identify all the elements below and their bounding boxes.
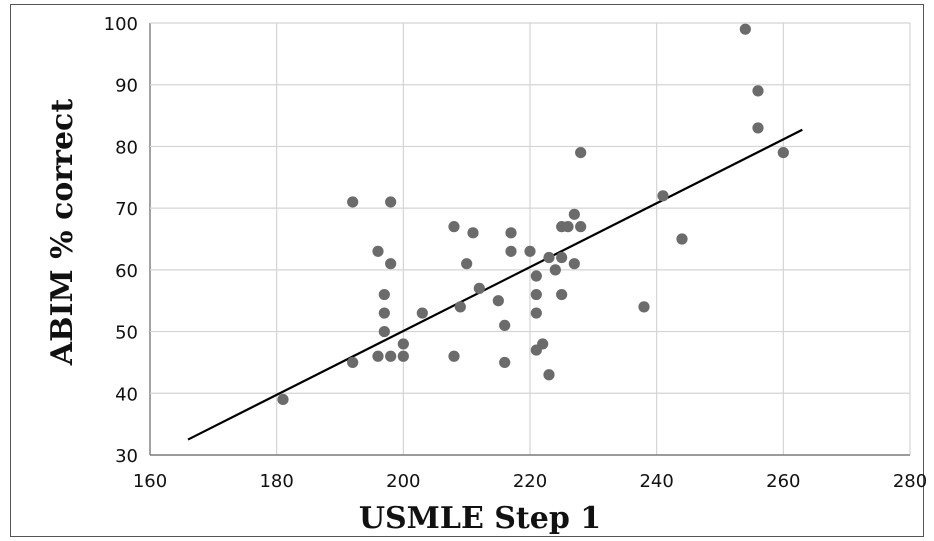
data-point [499, 319, 511, 331]
data-point [530, 288, 542, 301]
data-point [575, 221, 587, 233]
data-point [347, 356, 359, 369]
data-point [505, 245, 517, 257]
data-point [397, 338, 409, 350]
x-axis-label: USMLE Step 1 [359, 501, 601, 536]
chart-frame [10, 4, 924, 537]
data-point [385, 196, 397, 208]
data-point [385, 350, 397, 362]
data-point [530, 307, 542, 319]
y-tick-label: 40 [115, 384, 138, 405]
data-point [372, 350, 384, 362]
data-point [397, 350, 409, 362]
x-tick-label: 200 [386, 471, 420, 492]
y-tick-label: 60 [115, 261, 138, 282]
data-point [568, 258, 580, 270]
data-point [562, 221, 574, 233]
trendline [187, 128, 803, 441]
data-point [556, 251, 568, 264]
data-point [752, 85, 764, 97]
data-point [347, 196, 359, 208]
data-points [277, 23, 789, 406]
data-point [467, 227, 479, 239]
data-point [638, 301, 650, 313]
data-point [556, 288, 568, 301]
data-point [537, 338, 549, 350]
y-tick-label: 50 [115, 323, 138, 344]
data-point [378, 288, 390, 301]
data-point [657, 190, 669, 202]
data-point [543, 251, 555, 264]
data-point [473, 282, 485, 294]
tick-labels: 160 180 200 220 240 260 280 30 40 50 60 70 80 90 100 [104, 14, 928, 492]
data-point [277, 393, 289, 406]
data-point [575, 147, 587, 159]
data-point [499, 356, 511, 369]
y-tick-label: 70 [115, 199, 138, 220]
data-point [524, 245, 536, 257]
data-point [454, 301, 466, 313]
gridlines [149, 22, 911, 456]
data-point [505, 227, 517, 239]
data-point [739, 23, 751, 35]
data-point [568, 208, 580, 220]
x-tick-label: 180 [259, 471, 293, 492]
data-point [378, 307, 390, 319]
data-point [492, 295, 504, 307]
x-tick-label: 260 [766, 471, 800, 492]
data-point [416, 307, 428, 319]
y-tick-label: 90 [115, 76, 138, 97]
data-point [372, 245, 384, 257]
data-point [549, 264, 561, 276]
y-tick-label: 30 [115, 446, 138, 467]
data-point [448, 221, 460, 233]
data-point [752, 122, 764, 134]
y-tick-label: 100 [104, 14, 138, 35]
x-tick-label: 160 [133, 471, 167, 492]
data-point [777, 147, 789, 159]
data-point [530, 270, 542, 282]
x-tick-label: 220 [513, 471, 547, 492]
data-point [385, 258, 397, 270]
data-point [543, 369, 555, 381]
x-tick-label: 240 [639, 471, 673, 492]
y-axis-label: ABIM % correct [45, 99, 80, 367]
y-tick-label: 80 [115, 137, 138, 158]
data-point [378, 325, 390, 338]
x-tick-label: 280 [893, 471, 927, 492]
data-point [448, 350, 460, 362]
data-point [461, 258, 473, 270]
data-point [676, 233, 688, 245]
